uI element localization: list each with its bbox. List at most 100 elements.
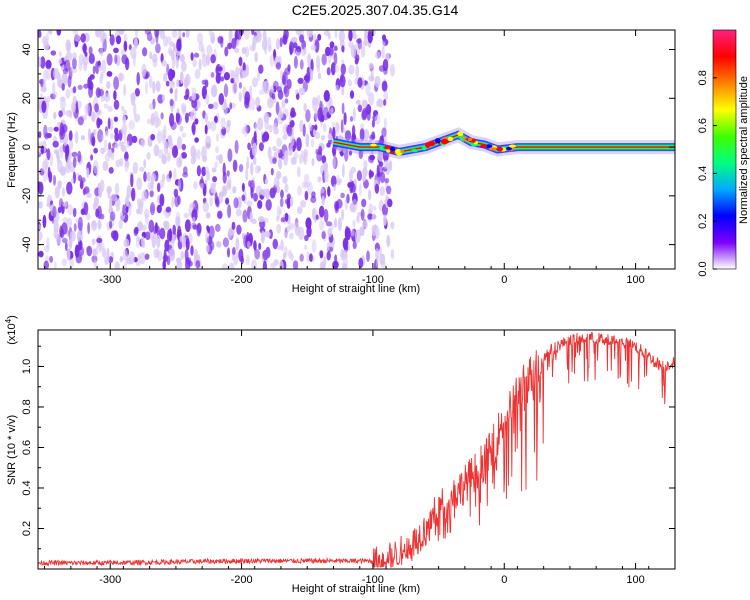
noise-blob bbox=[379, 135, 384, 145]
noise-blob bbox=[330, 62, 336, 76]
noise-blob bbox=[78, 53, 84, 66]
noise-blob bbox=[258, 64, 264, 74]
noise-blob bbox=[357, 37, 363, 50]
noise-blob bbox=[149, 190, 154, 198]
noise-blob bbox=[106, 71, 113, 77]
noise-blob bbox=[352, 30, 356, 40]
noise-blob bbox=[251, 142, 257, 157]
noise-blob bbox=[368, 92, 375, 106]
noise-blob bbox=[130, 173, 134, 188]
noise-blob bbox=[352, 219, 356, 228]
noise-blob bbox=[248, 97, 256, 111]
noise-blob bbox=[133, 102, 137, 117]
noise-blob bbox=[78, 62, 83, 72]
noise-blob bbox=[277, 111, 284, 119]
noise-blob bbox=[123, 83, 127, 96]
noise-blob bbox=[168, 80, 176, 89]
noise-blob bbox=[232, 247, 236, 256]
noise-blob bbox=[132, 161, 139, 174]
noise-blob bbox=[342, 163, 345, 178]
noise-blob bbox=[52, 140, 59, 148]
spectrogram-y-axis-label: Frequency (Hz) bbox=[6, 112, 18, 188]
noise-blob bbox=[176, 108, 180, 114]
noise-blob bbox=[349, 116, 354, 122]
noise-blob bbox=[272, 122, 278, 131]
noise-blob bbox=[210, 72, 215, 78]
noise-blob bbox=[152, 80, 156, 94]
noise-blob bbox=[251, 30, 255, 36]
x-tick-label: -300 bbox=[99, 274, 121, 286]
noise-blob bbox=[281, 176, 287, 184]
noise-blob bbox=[97, 89, 104, 97]
noise-blob bbox=[210, 84, 218, 98]
noise-blob bbox=[380, 261, 386, 268]
noise-blob bbox=[210, 54, 216, 64]
noise-blob bbox=[284, 150, 288, 159]
noise-blob bbox=[289, 232, 294, 240]
noise-blob bbox=[251, 77, 258, 88]
noise-blob bbox=[303, 148, 309, 157]
noise-blob bbox=[257, 165, 261, 172]
noise-blob bbox=[275, 148, 281, 154]
noise-blob bbox=[71, 151, 78, 158]
noise-blob bbox=[172, 43, 176, 52]
noise-blob bbox=[208, 225, 215, 239]
noise-blob bbox=[138, 220, 143, 228]
snr-y-axis-label: SNR (10 * v/v) bbox=[6, 415, 18, 485]
x-tick-label: -200 bbox=[231, 574, 253, 586]
noise-blob bbox=[152, 58, 158, 68]
noise-blob bbox=[258, 216, 265, 223]
noise-blob bbox=[216, 241, 222, 248]
noise-blob bbox=[88, 46, 93, 55]
spectrogram-signal-track bbox=[332, 127, 675, 160]
noise-blob bbox=[321, 231, 326, 240]
noise-blob bbox=[206, 44, 213, 56]
noise-blob bbox=[290, 253, 294, 261]
noise-blob bbox=[310, 195, 317, 204]
noise-blob bbox=[131, 187, 136, 202]
spectrogram-x-ticks: -300 -200 -100 0 100 bbox=[44, 30, 676, 286]
noise-blob bbox=[258, 242, 262, 250]
noise-blob bbox=[106, 53, 113, 66]
noise-blob bbox=[100, 147, 105, 155]
noise-blob bbox=[40, 86, 47, 93]
y-tick-label: 0.6 bbox=[21, 440, 33, 455]
noise-blob bbox=[103, 139, 108, 152]
noise-blob bbox=[78, 174, 82, 182]
noise-blob bbox=[280, 239, 284, 252]
noise-blob bbox=[321, 53, 327, 66]
noise-blob bbox=[38, 250, 44, 258]
noise-blob bbox=[193, 181, 198, 190]
noise-blob bbox=[326, 250, 331, 261]
noise-blob bbox=[243, 123, 248, 137]
noise-blob bbox=[361, 174, 367, 182]
noise-blob bbox=[301, 48, 306, 57]
track-blob bbox=[485, 144, 493, 149]
noise-blob bbox=[148, 103, 154, 110]
noise-blob bbox=[201, 85, 207, 100]
noise-blob bbox=[344, 130, 352, 141]
noise-blob bbox=[162, 94, 165, 102]
noise-blob bbox=[292, 260, 299, 269]
noise-blob bbox=[267, 36, 272, 50]
noise-blob bbox=[284, 212, 289, 222]
noise-blob bbox=[70, 178, 74, 184]
colorbar-ticks: 0.0 0.2 0.4 0.6 0.8 bbox=[697, 70, 717, 277]
noise-blob bbox=[114, 54, 118, 64]
noise-blob bbox=[298, 87, 306, 96]
noise-blob bbox=[272, 238, 279, 250]
noise-blob bbox=[280, 69, 283, 80]
noise-blob bbox=[166, 152, 171, 162]
noise-blob bbox=[122, 204, 126, 216]
noise-blob bbox=[140, 197, 144, 209]
colorbar-tick-label: 0.8 bbox=[697, 70, 709, 85]
noise-blob bbox=[336, 198, 343, 209]
noise-blob bbox=[361, 107, 368, 120]
track-blob bbox=[394, 148, 401, 155]
noise-blob bbox=[333, 45, 338, 52]
noise-blob bbox=[307, 53, 312, 67]
noise-blob bbox=[297, 185, 302, 196]
noise-blob bbox=[238, 82, 242, 89]
spectrogram-panel: -300 -200 -100 0 100 40 20 0 -20 -40 Height of s… bbox=[6, 29, 676, 295]
noise-blob bbox=[201, 79, 207, 85]
